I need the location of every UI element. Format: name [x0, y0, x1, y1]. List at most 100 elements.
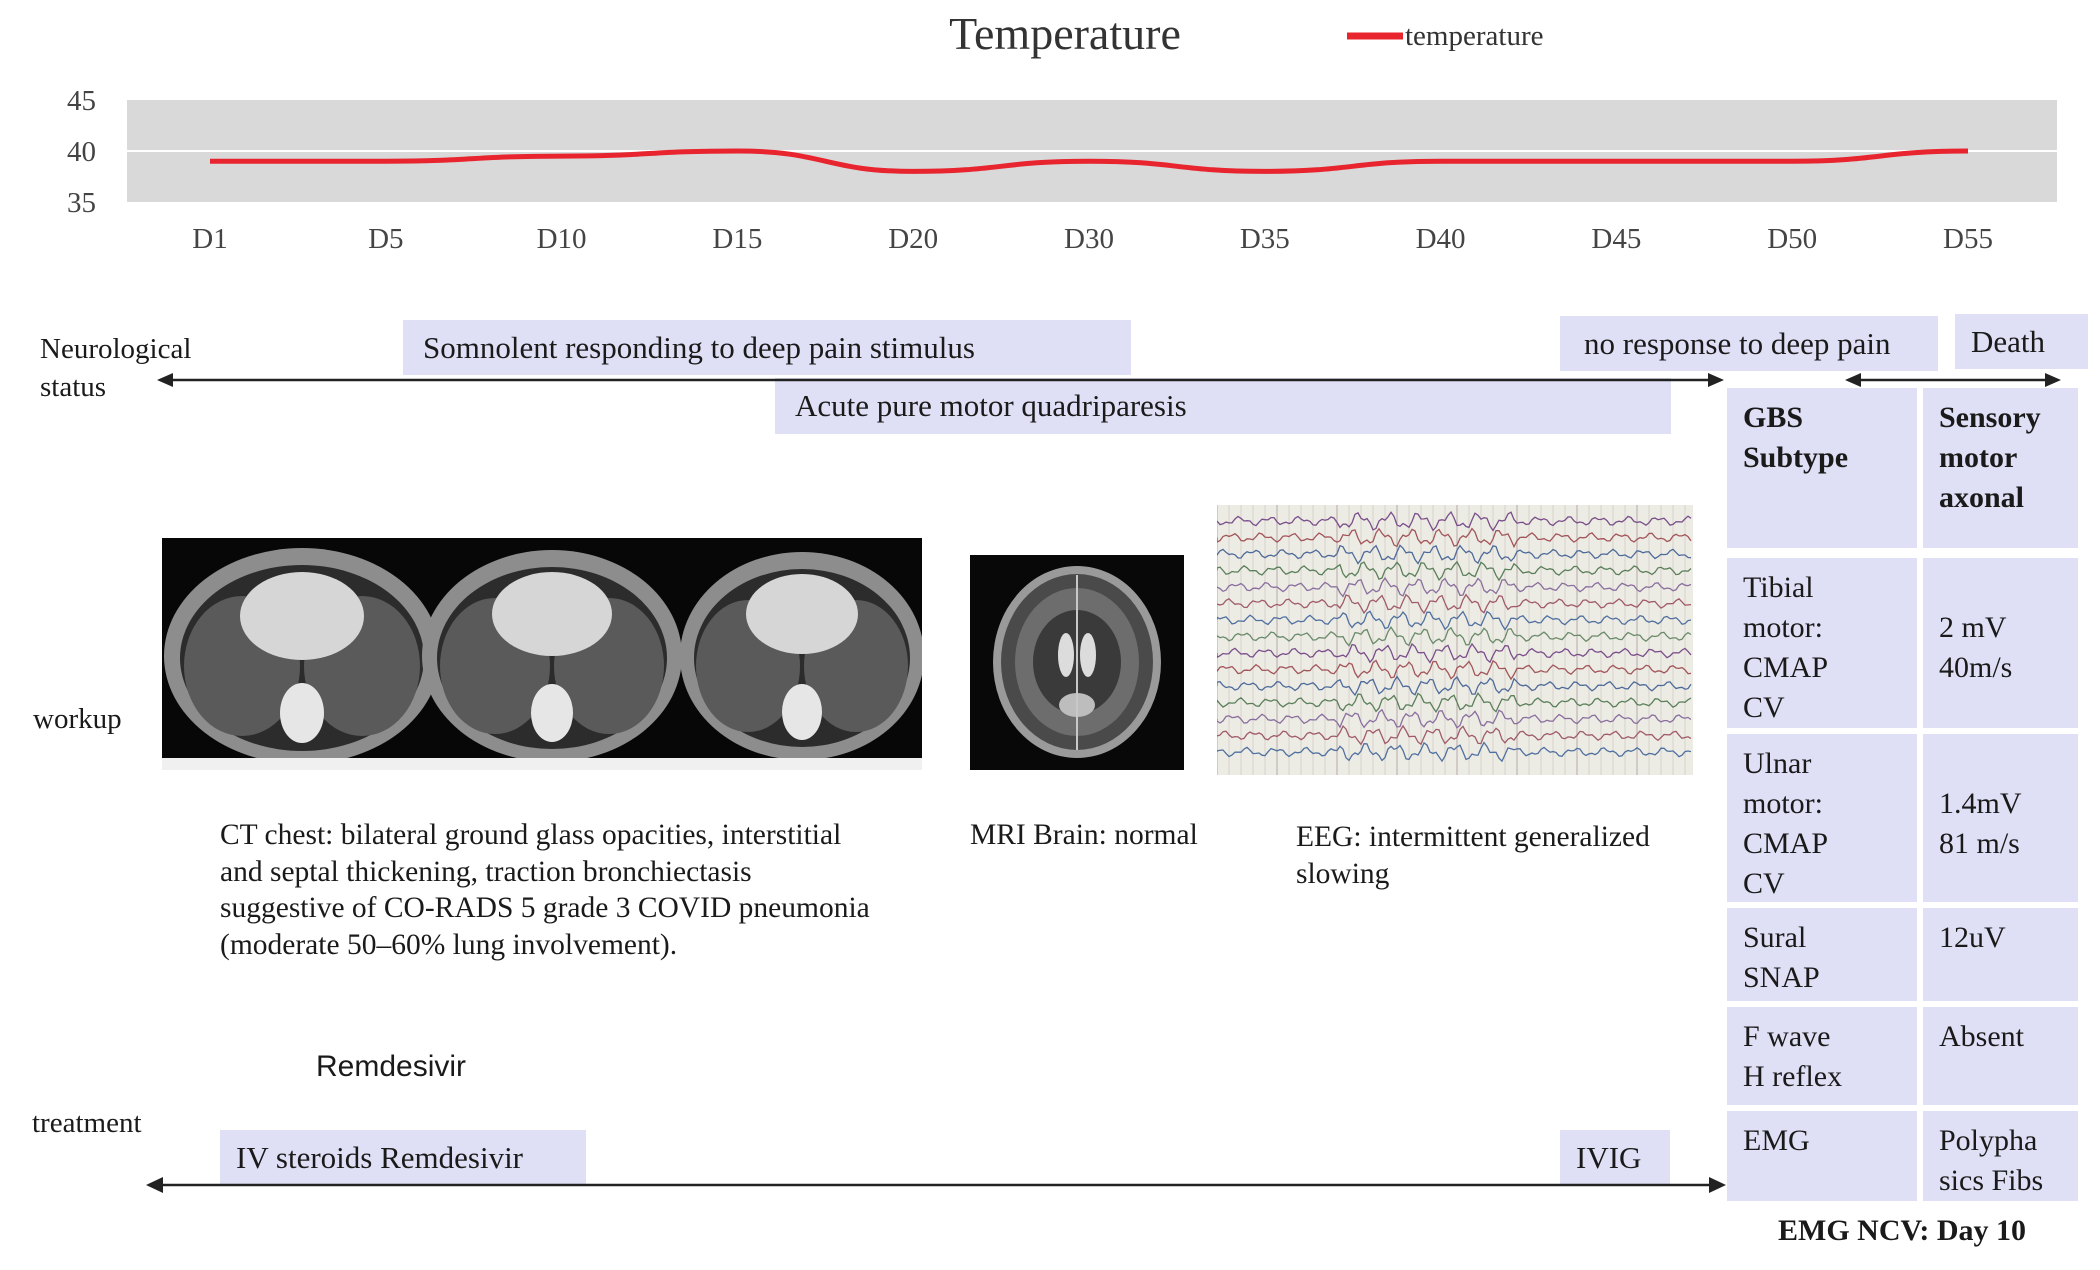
chart-title: Temperature — [949, 8, 1181, 59]
cell-text: Absent — [1939, 1020, 2024, 1053]
cell-text: F wave — [1743, 1020, 1831, 1053]
death-box: Death — [1955, 314, 2088, 369]
gbs-subtype-cell: GBS Subtype — [1727, 388, 1917, 548]
neuro-label-line-2: status — [40, 371, 107, 403]
mri-brain-image — [970, 555, 1184, 770]
sural-snap-value-cell: 12uV — [1923, 908, 2078, 1001]
ct-caption-line-3: suggestive of CO-RADS 5 grade 3 COVID pn… — [220, 892, 870, 924]
tibial-motor-value-cell: 2 mV 40m/s — [1923, 558, 2078, 728]
neuro-status-label: Neurological status — [40, 330, 191, 406]
quadriparesis-label: Acute pure motor quadriparesis — [795, 388, 1187, 423]
treatment-arrow-head-right — [1709, 1177, 1726, 1193]
y-axis-ticks: 35 40 45 — [67, 85, 96, 219]
ct-caption-line-1: CT chest: bilateral ground glass opaciti… — [220, 819, 842, 851]
cell-text: 2 mV — [1939, 611, 2007, 644]
gbs-subtype-value-cell: Sensory motor axonal — [1923, 388, 2078, 548]
eeg-trace — [1217, 642, 1692, 664]
cell-text: CMAP — [1743, 651, 1829, 684]
emg-ncv-footer: EMG NCV: Day 10 — [1778, 1214, 2027, 1247]
cell-text: SNAP — [1743, 961, 1820, 994]
y-tick-label: 35 — [67, 187, 96, 219]
eeg-trace — [1217, 593, 1692, 615]
x-tick-label: D20 — [888, 223, 938, 255]
eeg-trace — [1217, 741, 1692, 763]
x-tick-label: D40 — [1416, 223, 1466, 255]
eeg-trace — [1217, 510, 1692, 532]
cell-text: Subtype — [1743, 441, 1849, 474]
eeg-trace — [1217, 544, 1692, 565]
x-axis-ticks: D1 D5 D10 D15 D20 D30 D35 D40 D45 D50 D55 — [192, 223, 1993, 255]
cell-text: 40m/s — [1939, 651, 2013, 684]
cell-text: motor: — [1743, 611, 1823, 644]
cell-text: 1.4mV — [1939, 787, 2022, 820]
cell-text: CV — [1743, 691, 1785, 724]
eeg-caption: EEG: intermittent generalized slowing — [1296, 819, 1650, 892]
tibial-motor-cell: Tibial motor: CMAP CV — [1727, 558, 1917, 728]
eeg-trace — [1217, 659, 1692, 681]
x-tick-label: D5 — [368, 223, 403, 255]
no-response-box: no response to deep pain — [1560, 316, 1938, 371]
eeg-trace — [1217, 560, 1692, 582]
ivig-label: IVIG — [1576, 1139, 1642, 1175]
f-wave-h-reflex-cell: F wave H reflex — [1727, 1007, 1917, 1105]
eeg-trace — [1217, 576, 1692, 598]
x-tick-label: D35 — [1240, 223, 1290, 255]
x-tick-label: D45 — [1591, 223, 1641, 255]
eeg-trace — [1217, 724, 1692, 746]
neuro-arrow-head-right — [1708, 373, 1724, 387]
somnolent-label: Somnolent responding to deep pain stimul… — [423, 329, 975, 365]
cell-text: Sural — [1743, 921, 1807, 954]
cell-text: H reflex — [1743, 1060, 1843, 1093]
treatment-label: treatment — [32, 1107, 142, 1139]
treatment-arrow-head-left — [146, 1177, 163, 1193]
iv-steroids-label: IV steroids Remdesivir — [236, 1139, 524, 1175]
ct-slice-2 — [422, 550, 682, 762]
neuro-label-line-1: Neurological — [40, 333, 192, 365]
x-tick-label: D30 — [1064, 223, 1114, 255]
legend-label: temperature — [1405, 20, 1543, 52]
cell-text: Tibial — [1743, 571, 1814, 604]
cell-text: 81 m/s — [1939, 827, 2020, 860]
f-wave-h-reflex-value-cell: Absent — [1923, 1007, 2078, 1105]
y-tick-label: 40 — [67, 136, 96, 168]
cell-text: sics Fibs — [1939, 1164, 2044, 1197]
no-response-label: no response to deep pain — [1584, 325, 1891, 361]
emg-cell: EMG — [1727, 1111, 1917, 1201]
eeg-trace — [1217, 692, 1692, 714]
ct-caption: CT chest: bilateral ground glass opaciti… — [220, 817, 870, 963]
cell-text — [1939, 568, 2068, 608]
iv-steroids-box: IV steroids Remdesivir — [220, 1130, 586, 1185]
ulnar-motor-value-cell: 1.4mV 81 m/s — [1923, 734, 2078, 902]
eeg-trace — [1217, 626, 1692, 647]
remdesivir-label: Remdesivir — [316, 1050, 467, 1083]
treatment-arrow — [146, 1177, 1726, 1193]
ulnar-motor-cell: Ulnar motor: CMAP CV — [1727, 734, 1917, 902]
ivig-box: IVIG — [1560, 1130, 1670, 1185]
cell-text: motor: — [1743, 787, 1823, 820]
sural-snap-cell: Sural SNAP — [1727, 908, 1917, 1001]
neuro-arrow-head-left — [157, 373, 173, 387]
x-tick-label: D1 — [192, 223, 227, 255]
x-tick-label: D15 — [712, 223, 762, 255]
ct-caption-line-2: and septal thickening, traction bronchie… — [220, 855, 752, 888]
eeg-image — [1217, 505, 1693, 775]
ct-slice-3 — [680, 552, 922, 760]
mri-caption: MRI Brain: normal — [970, 819, 1198, 851]
cell-text: axonal — [1939, 481, 2025, 514]
neuro-arrows — [157, 373, 2061, 387]
ct-caption-line-4: (moderate 50–60% lung involvement). — [220, 928, 678, 961]
death-arrow-head-left — [1845, 373, 1861, 387]
workup-label: workup — [33, 703, 122, 735]
x-tick-label: D10 — [537, 223, 587, 255]
emg-value-cell: Polypha sics Fibs — [1923, 1111, 2078, 1201]
cell-text: 12uV — [1939, 921, 2006, 954]
ct-slice-1 — [164, 548, 440, 764]
ct-chest-image — [162, 538, 922, 770]
cell-text: motor — [1939, 441, 2018, 474]
cell-text: Sensory — [1939, 401, 2041, 434]
temperature-series-line — [210, 148, 1969, 174]
eeg-trace — [1217, 675, 1692, 697]
x-tick-label: D50 — [1767, 223, 1817, 255]
cell-text: CMAP — [1743, 827, 1829, 860]
